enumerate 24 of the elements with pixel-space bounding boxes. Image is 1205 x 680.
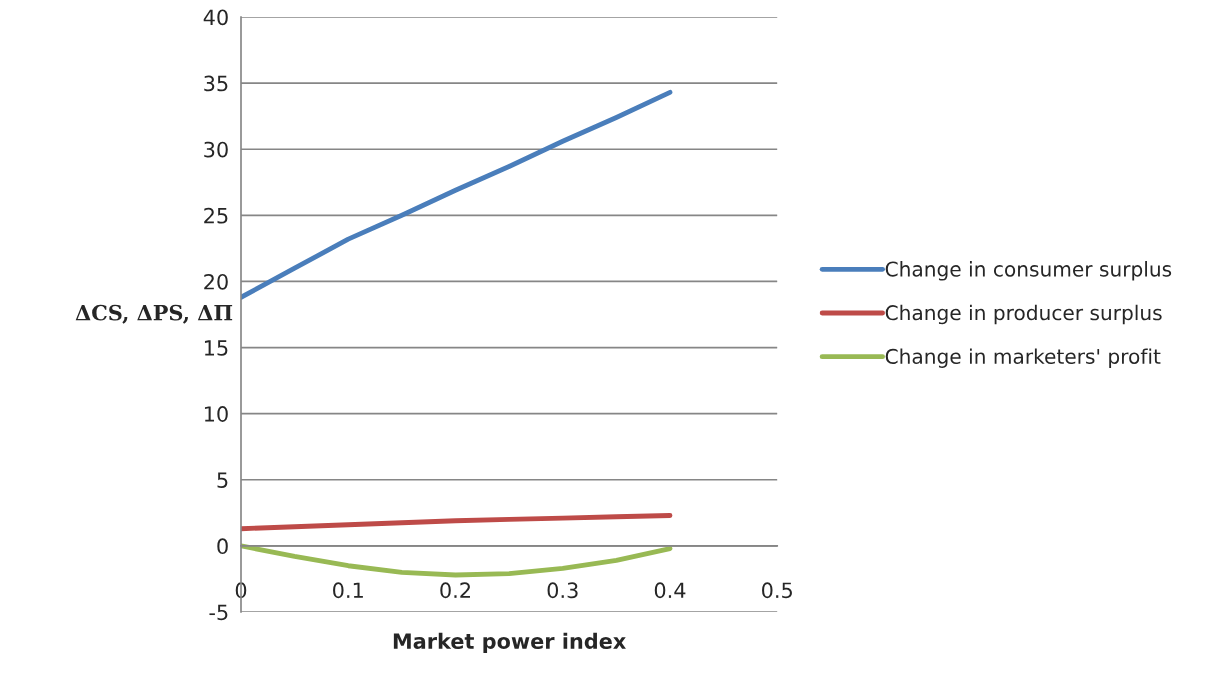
y-tick-label: 40 bbox=[203, 9, 228, 26]
y-tick-label: 10 bbox=[204, 406, 228, 422]
line-series bbox=[241, 513, 673, 532]
y-axis-title: ΔCS, ΔPS, ΔΠ bbox=[75, 304, 233, 324]
y-tick-label: 20 bbox=[204, 273, 228, 290]
line-series bbox=[241, 543, 673, 578]
x-tick-label: 0.3 bbox=[547, 582, 578, 599]
y-tick-label: 15 bbox=[204, 340, 228, 356]
y-tick-label: -5 bbox=[209, 604, 228, 621]
line-series bbox=[241, 89, 673, 300]
legend-label: Change in consumer surplus bbox=[885, 261, 1172, 281]
y-tick-label: 25 bbox=[204, 207, 228, 224]
y-tick-label: 30 bbox=[204, 141, 228, 158]
x-tick-label: 0.1 bbox=[333, 582, 363, 599]
x-axis-title: Market power index bbox=[393, 632, 626, 653]
y-tick-label: 5 bbox=[217, 472, 228, 488]
x-tick-label: 0 bbox=[235, 582, 247, 599]
legend-label: Change in producer surplus bbox=[885, 304, 1162, 325]
x-tick-label: 0.4 bbox=[654, 582, 686, 599]
y-tick-label: 0 bbox=[217, 538, 228, 555]
y-tick-label: 35 bbox=[204, 75, 228, 92]
legend-label: Change in marketers' profit bbox=[885, 348, 1161, 368]
x-tick-label: 0.5 bbox=[762, 582, 792, 599]
x-tick-label: 0.2 bbox=[440, 582, 470, 599]
